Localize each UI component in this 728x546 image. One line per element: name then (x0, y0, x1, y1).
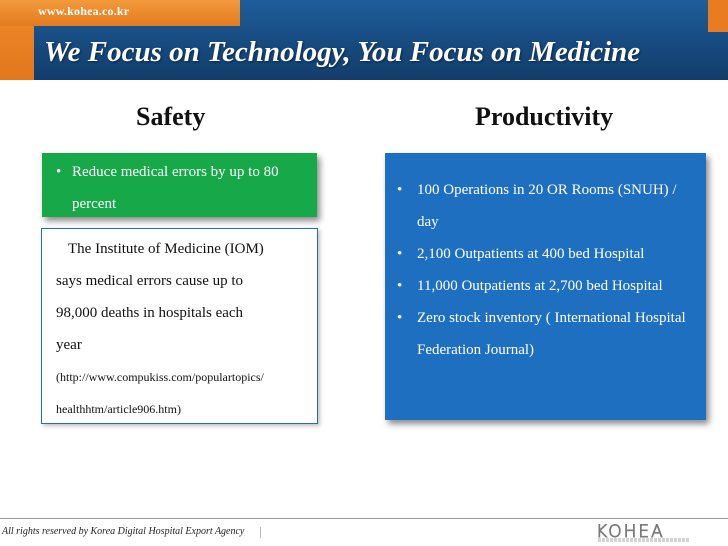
safety-highlight-box: • Reduce medical errors by up to 80 perc… (42, 153, 317, 217)
safety-bullet: • Reduce medical errors by up to 80 perc… (56, 156, 307, 220)
iom-line: The Institute of Medicine (IOM) (68, 241, 264, 257)
source-link[interactable]: (http://www.compukiss.com/populartopics/ (56, 370, 264, 384)
logo-text: KOHEA (596, 522, 665, 540)
iom-line: 98,000 deaths in hospitals each (56, 305, 244, 321)
list-item: • 11,000 Outpatients at 2,700 bed Hospit… (393, 270, 698, 302)
list-item: • Zero stock inventory ( International H… (393, 302, 698, 366)
safety-bullet-text: Reduce medical errors by up to 80 percen… (72, 164, 279, 212)
list-item: • 100 Operations in 20 OR Rooms (SNUH) /… (393, 174, 698, 238)
iom-quote-box: The Institute of Medicine (IOM) says med… (41, 228, 318, 424)
site-url[interactable]: www.kohea.co.kr (38, 4, 130, 18)
bullet-dot-icon: • (397, 310, 403, 326)
bullet-dot-icon: • (397, 246, 403, 262)
kohea-logo: KOHEA (596, 522, 665, 540)
logo-tagline (598, 538, 690, 542)
footer-separator (260, 527, 261, 538)
productivity-title: Productivity (475, 102, 614, 131)
iom-line: year (56, 337, 82, 353)
header-corner-accent (708, 0, 728, 32)
list-item: • 2,100 Outpatients at 400 bed Hospital (393, 238, 698, 270)
productivity-box: • 100 Operations in 20 OR Rooms (SNUH) /… (385, 153, 706, 420)
bullet-dot-icon: • (397, 278, 403, 294)
bullet-dot-icon: • (56, 164, 62, 180)
productivity-bullet-text: 11,000 Outpatients at 2,700 bed Hospital (417, 278, 663, 294)
page-title: We Focus on Technology, You Focus on Med… (44, 36, 641, 68)
footer-copyright: All rights reserved by Korea Digital Hos… (2, 526, 245, 537)
safety-title: Safety (136, 102, 206, 131)
footer-divider (0, 518, 728, 519)
productivity-bullet-text: 100 Operations in 20 OR Rooms (SNUH) / d… (417, 182, 677, 230)
bullet-dot-icon: • (397, 182, 403, 198)
iom-line: says medical errors cause up to (56, 273, 244, 289)
source-link[interactable]: healthhtm/article906.htm) (56, 402, 181, 416)
productivity-bullet-text: 2,100 Outpatients at 400 bed Hospital (417, 246, 645, 262)
header-url-tab (0, 0, 240, 26)
productivity-bullet-text: Zero stock inventory ( International Hos… (417, 310, 686, 358)
